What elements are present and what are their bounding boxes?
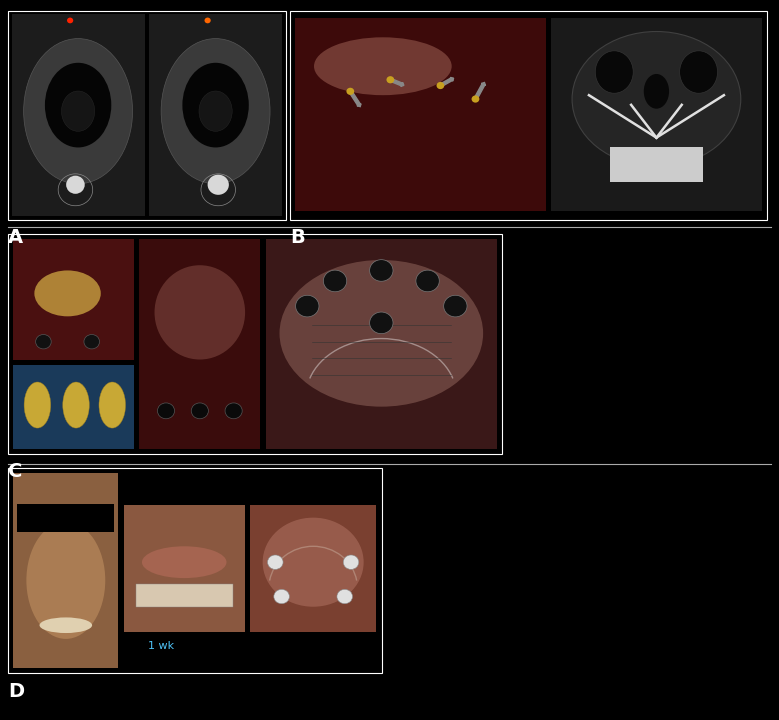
- Ellipse shape: [595, 51, 633, 94]
- Ellipse shape: [182, 63, 249, 148]
- Circle shape: [157, 403, 174, 419]
- Circle shape: [192, 403, 208, 419]
- FancyArrow shape: [439, 78, 453, 87]
- Bar: [8, 468, 382, 673]
- Text: C: C: [8, 462, 22, 481]
- Ellipse shape: [34, 271, 100, 316]
- Circle shape: [295, 295, 319, 317]
- Bar: [610, 148, 703, 182]
- Bar: [136, 584, 233, 607]
- Circle shape: [369, 260, 393, 282]
- Bar: [8, 234, 502, 454]
- Ellipse shape: [24, 382, 51, 428]
- Bar: [139, 239, 260, 449]
- Ellipse shape: [572, 32, 741, 166]
- Ellipse shape: [154, 265, 245, 359]
- Circle shape: [36, 335, 51, 349]
- Bar: [150, 14, 282, 216]
- Ellipse shape: [62, 91, 95, 131]
- Circle shape: [369, 312, 393, 333]
- Ellipse shape: [142, 546, 227, 578]
- Circle shape: [323, 270, 347, 292]
- Bar: [250, 505, 376, 632]
- Text: 1 wk: 1 wk: [148, 641, 174, 651]
- Ellipse shape: [643, 74, 669, 109]
- Ellipse shape: [280, 260, 483, 407]
- Bar: [12, 14, 144, 216]
- Bar: [266, 239, 497, 449]
- Circle shape: [471, 96, 479, 103]
- Bar: [17, 504, 115, 531]
- FancyArrow shape: [349, 91, 361, 107]
- Bar: [13, 365, 134, 449]
- Circle shape: [347, 88, 354, 95]
- Text: A: A: [8, 228, 23, 247]
- Circle shape: [337, 590, 352, 604]
- Circle shape: [205, 17, 211, 23]
- Circle shape: [84, 335, 100, 349]
- Bar: [13, 473, 118, 668]
- Circle shape: [444, 295, 467, 317]
- Ellipse shape: [99, 382, 125, 428]
- FancyArrow shape: [474, 83, 485, 99]
- Bar: [295, 18, 545, 211]
- Bar: [8, 11, 286, 220]
- Text: B: B: [290, 228, 305, 247]
- Ellipse shape: [314, 37, 452, 95]
- Circle shape: [267, 555, 283, 570]
- Ellipse shape: [199, 91, 232, 131]
- Ellipse shape: [161, 39, 270, 184]
- Circle shape: [274, 590, 290, 604]
- Ellipse shape: [40, 618, 92, 633]
- FancyArrow shape: [390, 78, 404, 86]
- Circle shape: [225, 403, 242, 419]
- Ellipse shape: [208, 175, 229, 195]
- Ellipse shape: [45, 63, 111, 148]
- Ellipse shape: [23, 39, 132, 184]
- Circle shape: [67, 17, 73, 23]
- Bar: [551, 18, 762, 211]
- Ellipse shape: [63, 382, 90, 428]
- Circle shape: [416, 270, 439, 292]
- Bar: [551, 18, 762, 211]
- Bar: [290, 11, 767, 220]
- Circle shape: [436, 82, 444, 89]
- Ellipse shape: [263, 518, 364, 607]
- Ellipse shape: [26, 522, 105, 639]
- Text: D: D: [8, 682, 24, 701]
- Ellipse shape: [66, 176, 85, 194]
- Circle shape: [386, 76, 394, 84]
- Bar: [124, 505, 245, 632]
- Circle shape: [344, 555, 359, 570]
- Ellipse shape: [679, 51, 717, 94]
- Bar: [13, 239, 134, 360]
